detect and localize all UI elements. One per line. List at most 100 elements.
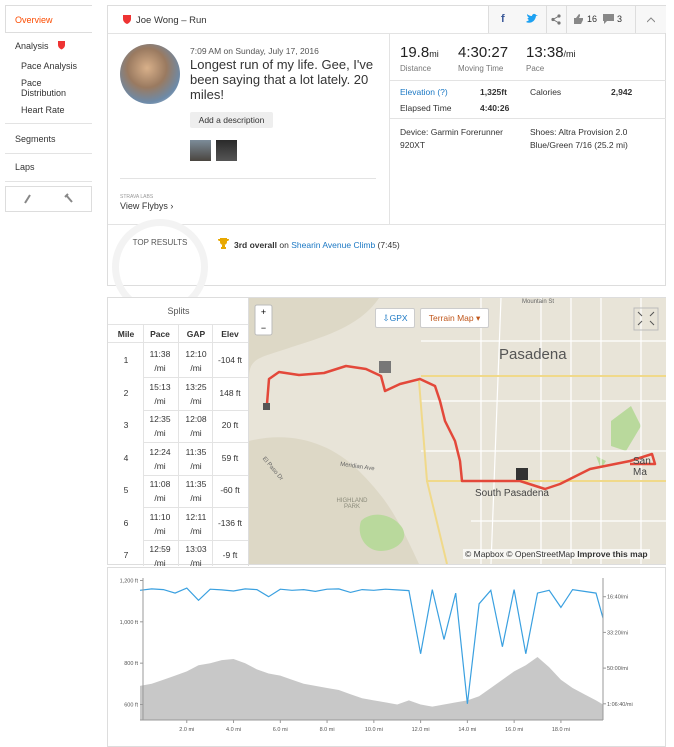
- park: [359, 406, 641, 551]
- splits-title: Splits: [167, 306, 190, 316]
- divider: [5, 153, 92, 154]
- elevation-area: [140, 657, 603, 720]
- divider: [143, 325, 144, 566]
- activity-athlete[interactable]: Joe Wong – Run: [136, 15, 207, 26]
- pace-line: [139, 587, 604, 704]
- zoom-control[interactable]: [254, 304, 273, 336]
- divider: [144, 377, 249, 378]
- nav-segments[interactable]: Segments: [15, 134, 56, 144]
- route-map[interactable]: + −: [249, 298, 666, 564]
- splits-table: Splits Mile Pace GAP Elev 1 11:38 /mi 12:10 /m…: [108, 298, 249, 568]
- photo-thumbnail[interactable]: [216, 140, 237, 161]
- splits-column-header: Mile: [117, 329, 135, 339]
- athlete-avatar[interactable]: [120, 44, 180, 104]
- divider: [144, 507, 249, 508]
- shoes: Shoes: Altra Provision 2.0 Blue/Green 7/…: [530, 127, 628, 150]
- divider: [108, 224, 665, 225]
- divider: [5, 181, 92, 182]
- gpx-button[interactable]: ⇩GPX: [375, 308, 415, 328]
- zoom-in[interactable]: +: [261, 307, 266, 317]
- fullscreen-button[interactable]: [633, 307, 659, 331]
- improve-map-link[interactable]: Improve this map: [577, 549, 648, 559]
- nav-analysis[interactable]: Analysis: [15, 41, 49, 51]
- x-tick-label: 4.0 mi: [226, 727, 241, 733]
- split-cell: -104 ft: [217, 355, 243, 365]
- gpx-label[interactable]: GPX: [389, 313, 408, 323]
- splits-map-card: Splits Mile Pace GAP Elev 1 11:38 /mi 12:10 /m…: [107, 297, 666, 568]
- photo-marker[interactable]: [516, 468, 528, 480]
- divider: [566, 6, 567, 33]
- split-cell: 59 ft: [221, 452, 239, 463]
- comment-count[interactable]: 3: [617, 14, 623, 24]
- place-label: Pasadena: [499, 346, 567, 363]
- divider: [546, 6, 547, 33]
- add-description-button[interactable]: Add a description: [190, 112, 273, 128]
- trophy-icon: [218, 238, 229, 249]
- map-style-button[interactable]: Terrain Map ▾: [420, 308, 489, 328]
- attribution: © Mapbox © OpenStreetMap: [465, 549, 575, 559]
- start-marker: [263, 403, 270, 410]
- divider: [248, 298, 249, 566]
- twitter-share[interactable]: [525, 13, 539, 25]
- segment-link[interactable]: Shearin Avenue Climb: [291, 240, 376, 250]
- split-cell: 3: [123, 420, 129, 430]
- divider: [108, 33, 665, 34]
- comment-icon[interactable]: [603, 14, 614, 24]
- stat-value: 13:38: [526, 44, 564, 61]
- rank: 3rd overall: [234, 240, 277, 250]
- place-label: South Pasadena: [475, 488, 549, 499]
- x-tick-label: 10.0 mi: [365, 727, 383, 733]
- divider: [108, 324, 249, 325]
- nav-heart-rate[interactable]: Heart Rate: [21, 105, 65, 115]
- elevation-value: 1,325ft: [480, 87, 507, 97]
- elapsed-label: Elapsed Time: [400, 103, 452, 113]
- nav-pace-analysis[interactable]: Pace Analysis: [21, 61, 78, 71]
- divider: [178, 325, 179, 566]
- split-cell: 13:03 /mi: [185, 544, 207, 568]
- area-label: HIGHLAND PARK: [336, 498, 368, 510]
- fullscreen-icon[interactable]: [637, 311, 655, 326]
- shield-icon: [58, 41, 65, 50]
- photo-thumbnail[interactable]: [190, 140, 211, 161]
- tool-icons[interactable]: [22, 193, 82, 205]
- map-style-label[interactable]: Terrain Map: [428, 313, 474, 323]
- divider: [212, 325, 213, 566]
- share-icon[interactable]: [551, 14, 562, 25]
- map-attribution: © Mapbox © OpenStreetMap Improve this ma…: [463, 549, 650, 559]
- split-cell: 7: [123, 550, 129, 560]
- split-cell: 12:11 /mi: [185, 511, 207, 536]
- activity-time: 7:09 AM on Sunday, July 17, 2016: [190, 46, 319, 56]
- activity-name: Longest run of my life. Gee, I've been s…: [190, 57, 374, 102]
- photo-marker[interactable]: [379, 361, 391, 373]
- stat-value: 19.8: [400, 44, 430, 61]
- split-cell: 12:35 /mi: [149, 414, 171, 438]
- split-cell: 13:25 /mi: [185, 381, 207, 406]
- split-cell: 15:13 /mi: [149, 381, 171, 406]
- zoom-out[interactable]: −: [261, 323, 266, 333]
- splits-column-header: Elev: [221, 329, 239, 339]
- kudos-count[interactable]: 16: [587, 14, 598, 24]
- split-cell: 4: [123, 452, 129, 463]
- split-cell: -9 ft: [222, 550, 238, 560]
- facebook-share[interactable]: f: [501, 13, 505, 25]
- y-tick-label: 800 ft: [124, 661, 138, 667]
- split-cell: 12:10 /mi: [185, 349, 207, 373]
- nav-overview[interactable]: [5, 5, 92, 33]
- y2-tick-label: 33:20/mi: [607, 630, 628, 636]
- nav-overview-label[interactable]: Overview: [15, 15, 53, 25]
- x-tick-label: 6.0 mi: [273, 727, 288, 733]
- nav-laps[interactable]: Laps: [15, 162, 35, 172]
- view-flybys-link[interactable]: View Flybys ›: [120, 201, 174, 211]
- stat-moving-time: 4:30:27: [458, 44, 509, 61]
- elevation-pace-chart: 1,200 ft 1,000 ft 800 ft 600 ft 16:40/mi 33:2…: [120, 578, 633, 733]
- x-tick-label: 16.0 mi: [505, 727, 523, 733]
- nav-pace-distribution[interactable]: Pace Distribution: [21, 78, 67, 98]
- activity-card: Joe Wong – Run f 16 3 7:09 AM on Sunday,…: [107, 5, 666, 315]
- collapse-icon[interactable]: [647, 17, 655, 23]
- y2-tick-label: 16:40/mi: [607, 595, 628, 601]
- kudos-icon[interactable]: [573, 14, 584, 24]
- divider: [144, 539, 249, 541]
- split-cell: 148 ft: [219, 387, 241, 398]
- elevation-label[interactable]: Elevation (?): [400, 87, 448, 97]
- splits-column-header: GAP: [186, 329, 206, 339]
